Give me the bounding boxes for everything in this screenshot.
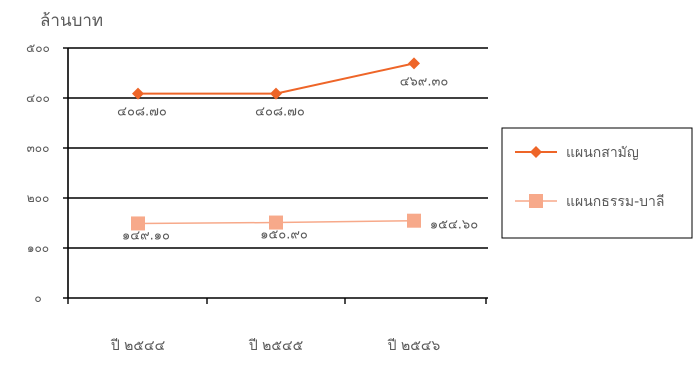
- data-point: [407, 214, 421, 228]
- legend-label: แผนกธรรม-บาลี: [566, 194, 664, 210]
- y-axis-title: ล้านบาท: [40, 11, 103, 31]
- x-tick-labels: ปี ๒๕๔๔ ปี ๒๕๔๕ ปี ๒๕๔๖: [110, 338, 440, 354]
- y-tick-label: ๐: [34, 291, 41, 305]
- x-tick-label: ปี ๒๕๔๖: [387, 338, 440, 354]
- data-label: ๑๕๔.๖๐: [430, 218, 478, 233]
- y-tick-label: ๒๐๐: [27, 191, 50, 205]
- data-label: ๑๕๐.๙๐: [260, 228, 308, 243]
- data-point: [408, 57, 420, 69]
- x-tick-label: ปี ๒๕๔๔: [110, 338, 165, 354]
- y-tick-labels: ๐ ๑๐๐ ๒๐๐ ๓๐๐ ๔๐๐ ๕๐๐: [26, 41, 50, 305]
- data-label: ๑๔๙.๑๐: [122, 228, 170, 243]
- y-tick-label: ๑๐๐: [27, 241, 49, 255]
- data-label: ๔๖๙.๓๐: [400, 74, 449, 89]
- legend-label: แผนกสามัญ: [566, 145, 639, 161]
- y-tick-label: ๔๐๐: [26, 91, 50, 105]
- x-tick-label: ปี ๒๕๔๕: [248, 338, 303, 354]
- y-tick-label: ๓๐๐: [27, 141, 50, 155]
- legend-marker: [529, 194, 543, 208]
- data-label: ๔๐๘.๗๐: [255, 105, 305, 120]
- data-label: ๔๐๘.๗๐: [117, 105, 167, 120]
- y-tick-label: ๕๐๐: [26, 41, 50, 55]
